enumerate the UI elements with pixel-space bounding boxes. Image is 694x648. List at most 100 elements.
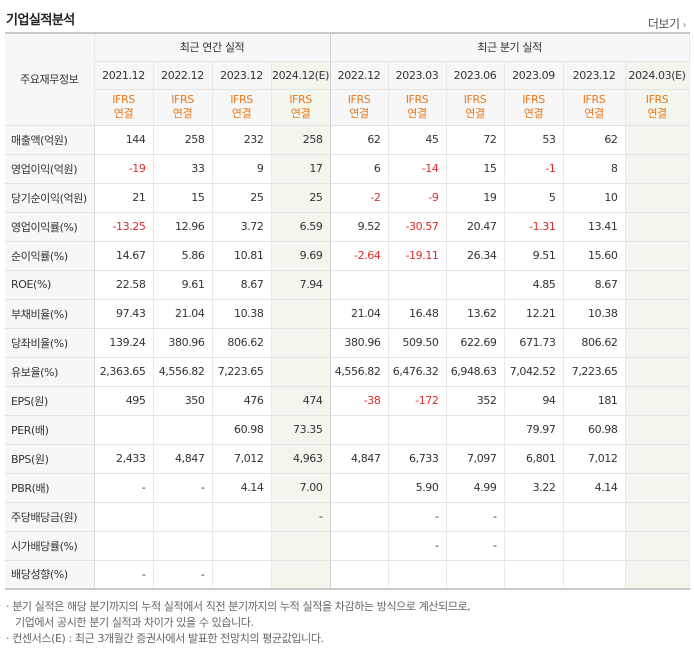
table-cell [446,559,505,590]
table-row: 시가배당률(%) - - [5,530,690,561]
table-cell: 474 [271,385,331,416]
table-cell: - [271,501,331,532]
table-cell: 7,097 [446,443,505,474]
row-label: 매출액(억원) [5,124,95,155]
row-label: 영업이익(억원) [5,153,95,184]
table-cell: 22.58 [94,269,154,300]
table-cell: 13.62 [446,298,505,329]
table-cell [212,530,272,561]
more-link[interactable]: 더보기 › [647,15,687,32]
table-row: 매출액(억원) 144 258 232 258 62 45 72 53 62 [5,124,690,155]
table-cell: 622.69 [446,327,505,358]
standard-top: IFRS [522,93,545,106]
table-cell: -19.11 [388,240,447,271]
table-cell: 14.67 [94,240,154,271]
table-cell [625,211,690,242]
table-cell [625,356,690,387]
table-cell: 476 [212,385,272,416]
standard-top: IFRS [582,93,606,106]
table-cell: 94 [504,385,564,416]
table-cell: 7,012 [563,443,626,474]
table-cell [625,153,690,184]
table-cell: 4,556.82 [330,356,389,387]
table-cell: 62 [330,124,389,155]
table-cell [388,269,447,300]
table-cell [625,501,690,532]
standard-header: IFRS 연결 [563,88,626,126]
row-label: 주당배당금(원) [5,501,95,532]
more-label[interactable]: 더보기 [647,17,680,31]
table-cell [625,182,690,213]
table-cell: 17 [271,153,331,184]
table-cell: 5.86 [153,240,213,271]
table-cell: - [446,530,505,561]
table-cell [446,414,505,445]
table-cell: -1 [504,153,564,184]
table-cell: 3.72 [212,211,272,242]
table-cell: 6.59 [271,211,331,242]
table-cell: 10.38 [563,298,626,329]
table-cell: 8.67 [212,269,272,300]
table-cell: 62 [563,124,626,155]
standard-top: IFRS [405,93,429,106]
footnote-1: · 분기 실적은 해당 분기까지의 누적 실적에서 직전 분기까지의 누적 실적… [6,600,471,613]
row-label: 영업이익률(%) [5,211,95,242]
table-cell: 16.48 [388,298,447,329]
table-cell: 12.21 [504,298,564,329]
table-cell [625,124,690,155]
table-cell [330,269,389,300]
table-cell: 3.22 [504,472,564,503]
period-header: 2023.09 [504,60,564,90]
quarter-group-header: 최근 분기 실적 [330,32,690,62]
standard-header: IFRS 연결 [388,88,447,126]
table-cell [271,298,331,329]
standard-header: IFRS 연결 [94,88,154,126]
table-cell [625,298,690,329]
table-cell: 73.35 [271,414,331,445]
standard-top: IFRS [112,93,135,106]
table-body: 매출액(억원) 144 258 232 258 62 45 72 53 62 영업이익(억원) -19… [5,124,690,590]
table-cell: 13.41 [563,211,626,242]
period-row: 2021.12 2022.12 2023.12 2024.12(E) 2022.12 20… [5,60,690,90]
table-cell: 509.50 [388,327,447,358]
table-cell [625,385,690,416]
table-cell: 7,223.65 [563,356,626,387]
row-label: PER(배) [5,414,95,445]
table-cell: 4,556.82 [153,356,213,387]
table-cell [625,327,690,358]
table-cell: - [388,501,447,532]
table-cell: 258 [271,124,331,155]
table-cell [153,501,213,532]
table-cell: 60.98 [563,414,626,445]
row-label: PBR(배) [5,472,95,503]
footnote-1-cont: 기업에서 공시한 분기 실적과 차이가 있을 수 있습니다. [15,616,254,629]
standard-header: IFRS 연결 [271,88,331,126]
table-cell: 139.24 [94,327,154,358]
table-cell: 15 [446,153,505,184]
table-cell: 21.04 [153,298,213,329]
table-row: 주당배당금(원) - - - [5,501,690,532]
table-cell: 9.61 [153,269,213,300]
table-cell: 7,223.65 [212,356,272,387]
table-cell [212,559,272,590]
section-title: 기업실적분석 [6,13,75,28]
table-cell: - [446,501,505,532]
table-row: 당기순이익(억원) 21 15 25 25 -2 -9 19 5 10 [5,182,690,213]
standard-bottom: 연결 [407,107,427,120]
table-cell: 26.34 [446,240,505,271]
table-cell: - [153,559,213,590]
table-cell: 10.81 [212,240,272,271]
table-cell [271,356,331,387]
table-cell: 21.04 [330,298,389,329]
table-cell [94,530,154,561]
table-cell: 21 [94,182,154,213]
table-cell: 60.98 [212,414,272,445]
table-cell: 9.52 [330,211,389,242]
table-cell [330,414,389,445]
table-cell: 9.51 [504,240,564,271]
standard-bottom: 연결 [231,107,252,120]
standard-header: IFRS 연결 [153,88,213,126]
table-cell [271,327,331,358]
financial-table: 주요재무정보 최근 연간 실적 최근 분기 실적 2021.12 2022.12 2… [5,32,690,590]
